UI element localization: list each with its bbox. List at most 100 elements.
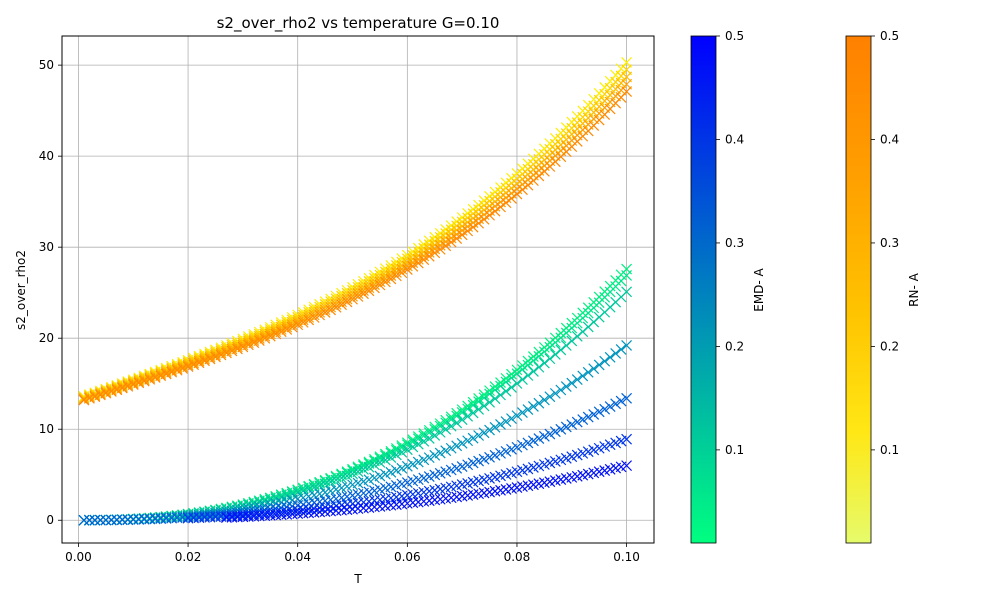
data-point	[549, 426, 561, 438]
data-point	[407, 260, 419, 272]
data-point	[517, 374, 528, 385]
data-point	[259, 328, 271, 340]
rn-colorbar-gradient	[845, 35, 872, 544]
data-point	[166, 512, 178, 524]
data-point	[412, 456, 424, 468]
data-point	[599, 355, 611, 367]
data-point	[566, 419, 578, 430]
data-point	[374, 501, 386, 512]
data-point	[369, 501, 380, 513]
data-point	[467, 399, 479, 411]
data-point	[462, 410, 474, 422]
data-point	[369, 282, 380, 294]
data-point	[182, 512, 194, 524]
grid-lines	[62, 36, 654, 543]
data-point	[571, 416, 583, 428]
data-point	[199, 512, 210, 523]
data-point	[242, 339, 254, 351]
data-point	[615, 395, 627, 407]
rn-series-a-0.3	[78, 71, 633, 404]
emd-colorbar-gradient	[690, 35, 717, 544]
rn-colorbar: 0.1 0.2 0.3 0.4 0.5 RN- A	[845, 29, 921, 544]
data-point	[506, 193, 517, 204]
data-point	[456, 414, 468, 426]
data-point	[330, 301, 342, 313]
x-axis-label: T	[353, 572, 362, 586]
data-point	[396, 442, 408, 453]
data-point	[325, 505, 337, 517]
data-point	[127, 514, 139, 526]
data-point	[379, 500, 391, 512]
data-point	[412, 438, 424, 450]
emd-series-a-0.1	[78, 286, 633, 526]
data-point	[451, 233, 463, 244]
data-point	[506, 381, 517, 393]
data-point	[621, 269, 633, 281]
data-point	[451, 216, 463, 227]
data-point	[582, 366, 594, 378]
data-point	[451, 440, 463, 452]
data-point	[412, 257, 424, 269]
data-point	[352, 503, 364, 515]
data-point	[522, 404, 534, 415]
data-point	[484, 396, 495, 408]
plot-frame	[61, 35, 655, 544]
colorbar-tick-label: 0.5	[880, 29, 899, 43]
data-point	[248, 337, 260, 349]
data-point	[358, 288, 369, 300]
data-point	[473, 213, 485, 225]
data-point	[544, 428, 556, 440]
data-point	[264, 509, 276, 521]
data-point	[242, 337, 254, 349]
data-point	[253, 510, 265, 522]
data-point	[319, 307, 331, 318]
data-point	[593, 406, 605, 418]
data-point	[434, 231, 446, 243]
data-point	[83, 514, 95, 526]
data-point	[418, 435, 430, 447]
data-point	[390, 444, 402, 456]
data-point	[423, 239, 435, 251]
data-point	[555, 423, 567, 435]
x-tick-label: 0.04	[284, 550, 311, 564]
data-point	[188, 512, 199, 524]
data-point	[560, 340, 572, 351]
data-point	[297, 316, 309, 328]
data-point	[78, 514, 90, 526]
data-point	[588, 409, 600, 420]
data-point	[379, 454, 391, 466]
data-point	[621, 86, 633, 97]
data-point	[500, 385, 512, 397]
data-point	[390, 270, 402, 282]
data-point	[599, 403, 611, 415]
data-point	[533, 350, 545, 362]
data-point	[407, 436, 419, 448]
data-point	[286, 321, 298, 333]
data-point	[275, 326, 287, 338]
y-tick-label: 50	[39, 58, 54, 72]
data-point	[325, 304, 337, 316]
data-point	[401, 264, 413, 275]
data-point	[500, 416, 512, 427]
data-point	[418, 239, 430, 250]
data-point	[555, 344, 567, 356]
data-point	[566, 377, 578, 389]
data-point	[588, 363, 600, 375]
data-point	[434, 243, 446, 255]
data-point	[522, 437, 534, 449]
data-point	[527, 365, 539, 377]
data-point	[374, 457, 386, 468]
data-point	[489, 393, 501, 405]
x-axis-ticks: 0.00 0.02 0.04 0.06 0.08 0.10	[65, 543, 640, 564]
data-point	[363, 502, 375, 513]
data-point	[549, 348, 561, 360]
data-point	[385, 452, 397, 463]
colorbar-tick-label: 0.5	[725, 29, 744, 43]
data-point	[462, 225, 474, 237]
data-point	[566, 335, 578, 347]
chart-title: s2_over_rho2 vs temperature G=0.10	[217, 14, 500, 33]
data-point	[462, 435, 474, 447]
data-point	[237, 341, 249, 353]
data-point	[473, 396, 485, 407]
data-point	[385, 499, 397, 511]
